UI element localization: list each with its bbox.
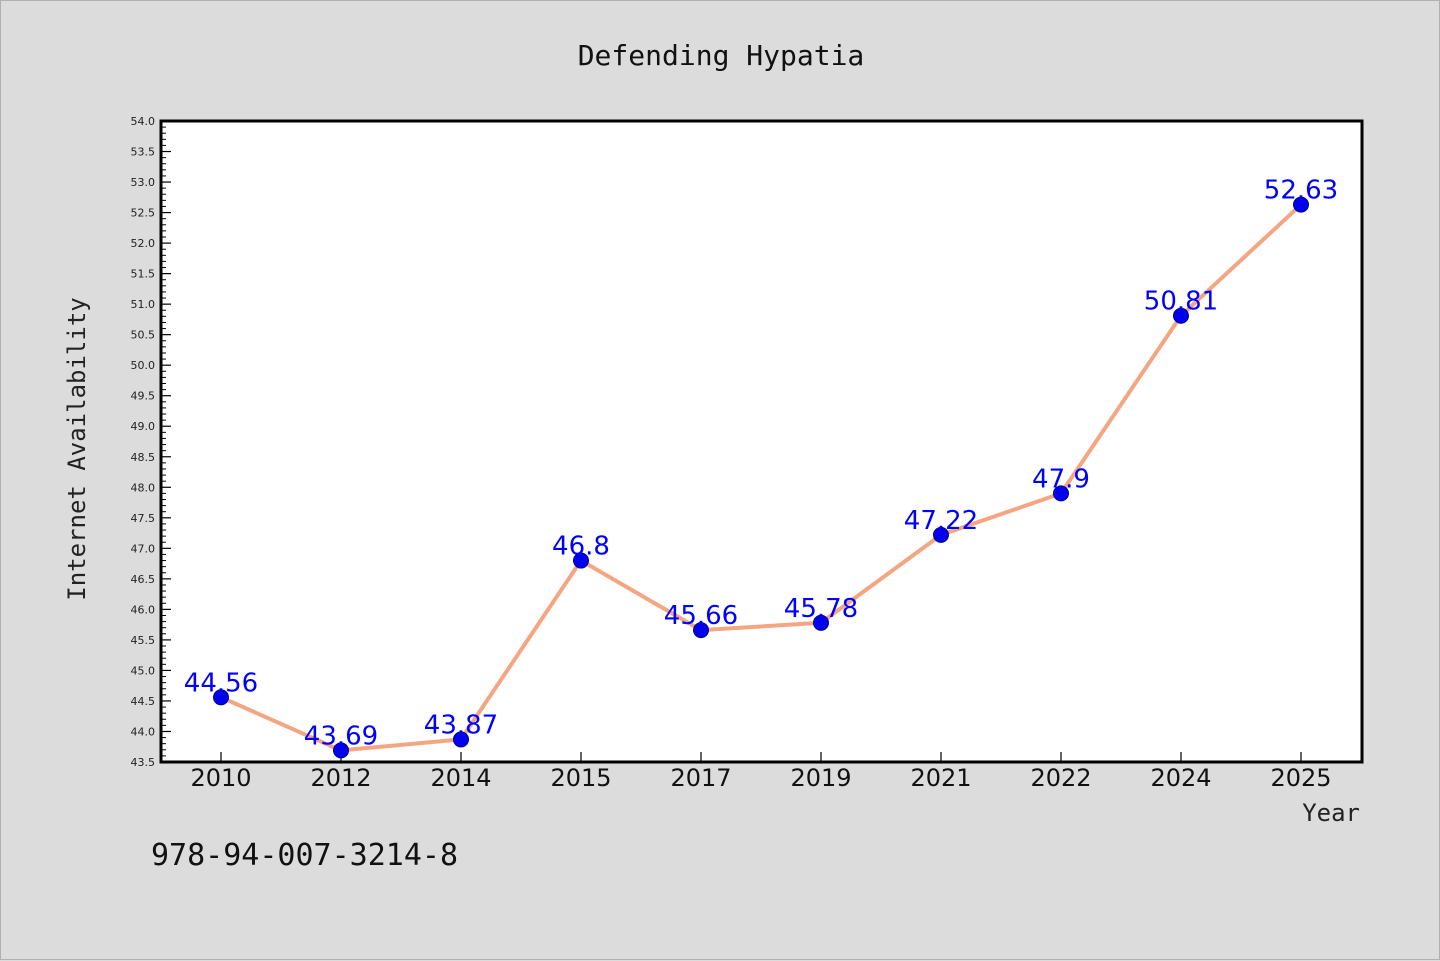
data-point xyxy=(333,742,349,759)
x-tick-label: 2012 xyxy=(310,764,371,792)
data-point xyxy=(813,614,829,631)
data-point xyxy=(573,552,589,569)
data-label: 44.56 xyxy=(184,668,258,698)
data-point xyxy=(453,731,469,748)
y-tick-label: 45.5 xyxy=(131,634,156,647)
data-label: 45.78 xyxy=(784,594,858,624)
data-label: 47.22 xyxy=(904,506,978,536)
y-tick-label: 47.5 xyxy=(131,512,156,525)
data-label: 45.66 xyxy=(664,601,738,631)
y-tick-label: 53.0 xyxy=(131,176,156,189)
data-point xyxy=(1173,307,1189,324)
y-tick-label: 44.5 xyxy=(131,695,156,708)
y-tick-label: 46.5 xyxy=(131,573,156,586)
y-tick-label: 44.0 xyxy=(131,725,156,738)
y-tick-label: 52.0 xyxy=(131,237,156,250)
data-label: 46.8 xyxy=(552,532,610,562)
y-tick-label: 48.5 xyxy=(131,451,156,464)
y-tick-label: 54.0 xyxy=(131,115,156,128)
x-tick-label: 2022 xyxy=(1030,764,1091,792)
isbn-text: 978-94-007-3214-8 xyxy=(151,838,458,873)
y-tick-label: 43.5 xyxy=(131,756,156,769)
data-label: 43.69 xyxy=(304,721,378,751)
y-tick-label: 50.5 xyxy=(131,329,156,342)
series-line xyxy=(219,202,1303,753)
plot-border xyxy=(159,119,1364,764)
y-tick-label: 52.5 xyxy=(131,207,156,220)
y-axis-label: Internet Availability xyxy=(63,297,91,600)
data-label: 47.9 xyxy=(1032,464,1090,494)
data-label: 43.87 xyxy=(424,710,498,740)
y-tick-label: 48.0 xyxy=(131,481,156,494)
y-tick-label: 45.0 xyxy=(131,664,156,677)
x-tick-label: 2010 xyxy=(190,764,251,792)
data-markers xyxy=(213,196,1309,759)
data-label: 50.81 xyxy=(1144,287,1218,317)
x-tick-label: 2021 xyxy=(910,764,971,792)
data-point xyxy=(933,526,949,543)
data-label: 52.63 xyxy=(1264,176,1338,206)
x-tick-label: 2014 xyxy=(430,764,491,792)
x-tick-label: 2025 xyxy=(1270,764,1331,792)
x-tick-label: 2024 xyxy=(1150,764,1211,792)
x-axis: 2010 2012 2014 2015 2017 2019 2021 2022 2024 2025 xyxy=(190,752,1332,792)
y-tick-label: 51.0 xyxy=(131,298,156,311)
data-labels: 44.56 43.69 43.87 46.8 45.66 45.78 47.22 47.9 50… xyxy=(184,176,1338,752)
plot-area xyxy=(161,121,1362,762)
y-tick-label: 53.5 xyxy=(131,146,156,159)
x-tick-label: 2015 xyxy=(550,764,611,792)
x-tick-label: 2017 xyxy=(670,764,731,792)
y-tick-label: 49.0 xyxy=(131,420,156,433)
data-point xyxy=(213,689,229,706)
data-point xyxy=(1053,485,1069,502)
chart-title: Defending Hypatia xyxy=(578,39,865,72)
y-tick-label: 49.5 xyxy=(131,390,156,403)
y-tick-label: 47.0 xyxy=(131,542,156,555)
y-tick-label: 50.0 xyxy=(131,359,156,372)
x-tick-label: 2019 xyxy=(790,764,851,792)
data-point xyxy=(1293,196,1309,213)
y-tick-label: 46.0 xyxy=(131,603,156,616)
y-tick-label: 51.5 xyxy=(131,268,156,281)
x-axis-label: Year xyxy=(1302,799,1360,827)
data-point xyxy=(693,622,709,639)
